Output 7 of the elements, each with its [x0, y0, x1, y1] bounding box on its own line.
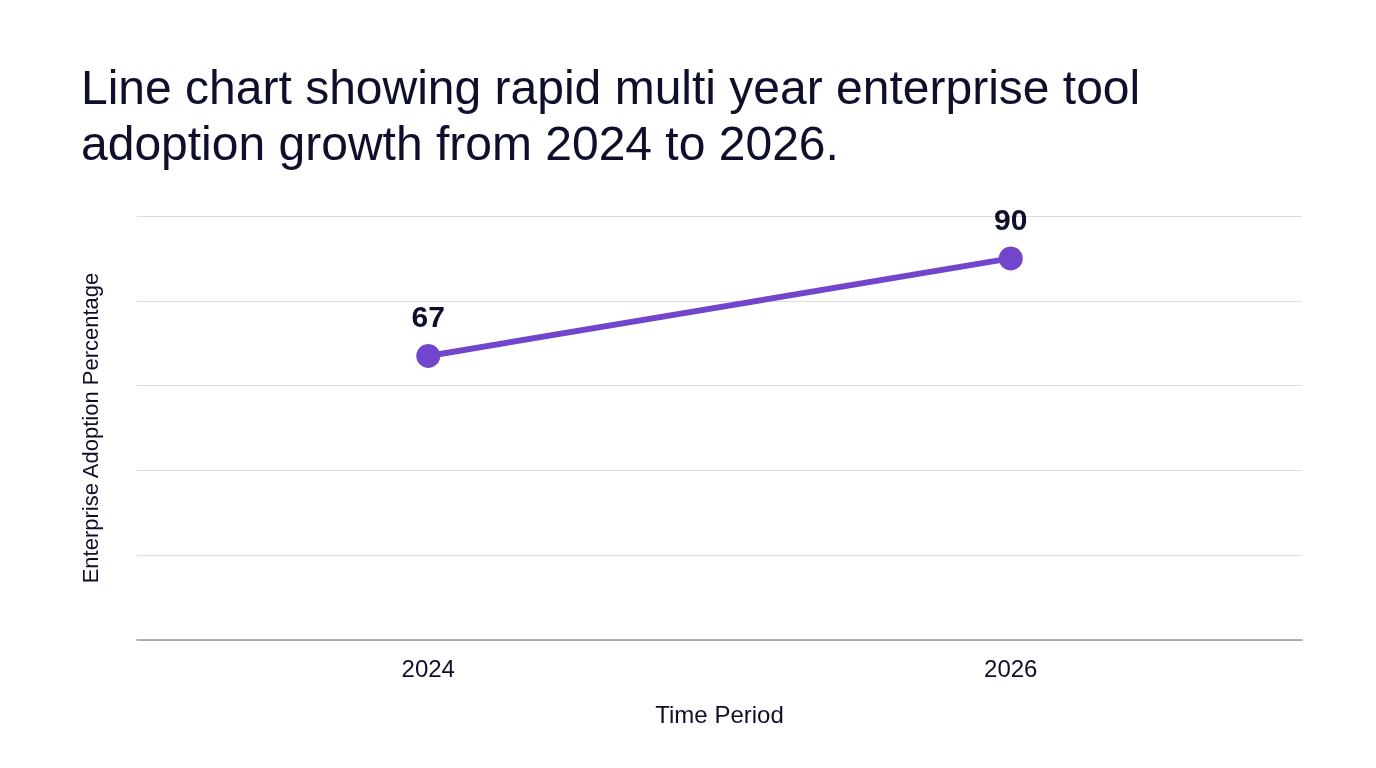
x-tick-label: 2026 — [984, 654, 1038, 682]
x-tick-label: 2024 — [401, 654, 455, 682]
data-label: 67 — [411, 300, 445, 334]
x-axis-title: Time Period — [655, 700, 784, 728]
y-axis-title: Enterprise Adoption Percentage — [77, 272, 103, 584]
chart-title: Line chart showing rapid multi year enterprise tool adoption growth from 2024 to 2026. — [81, 60, 1154, 170]
data-label: 90 — [994, 202, 1028, 236]
